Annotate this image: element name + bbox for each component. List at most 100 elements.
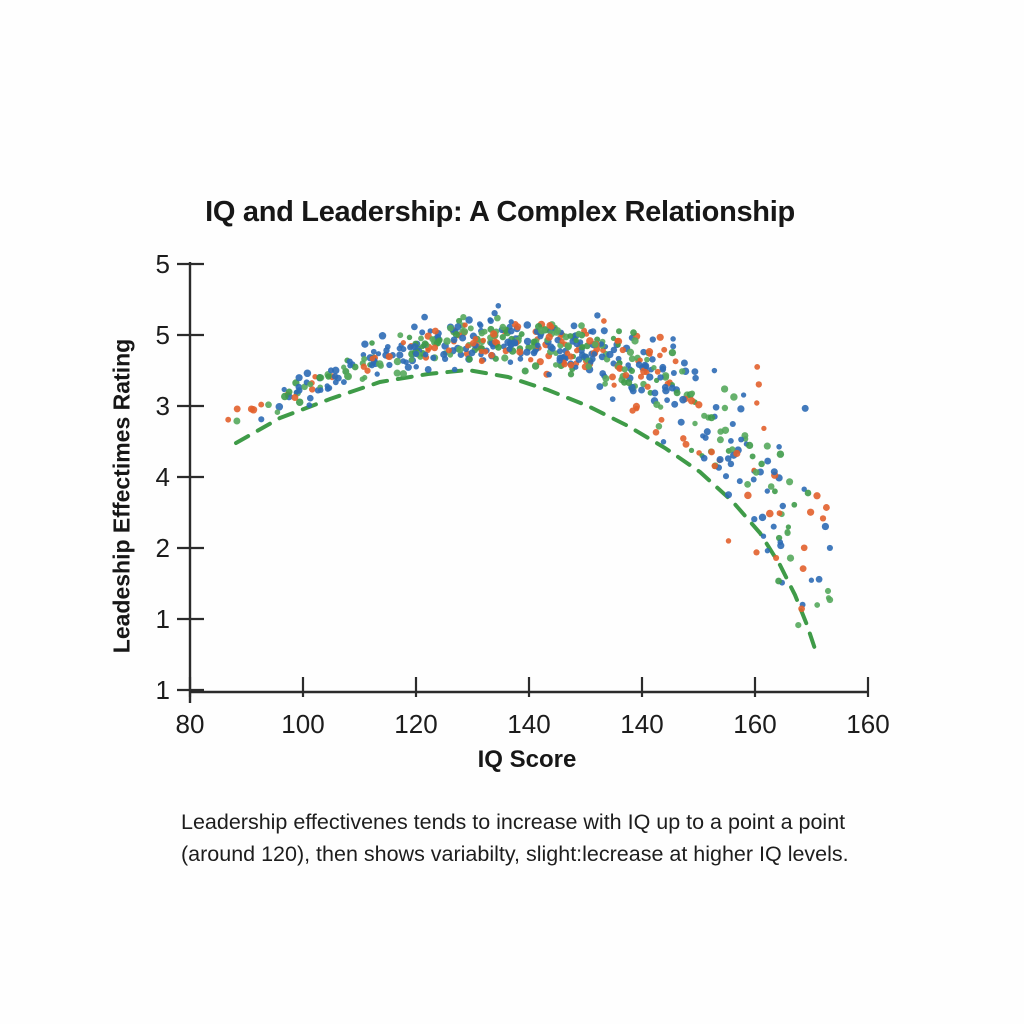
- scatter-point: [804, 489, 812, 497]
- x-tick-label: 140: [620, 709, 663, 739]
- scatter-point: [740, 392, 747, 398]
- scatter-point: [680, 435, 687, 442]
- scatter-point: [611, 382, 617, 388]
- scatter-point: [826, 544, 833, 551]
- scatter-point: [716, 455, 724, 464]
- scatter-point: [487, 317, 494, 325]
- scatter-point: [744, 491, 752, 500]
- scatter-point: [670, 336, 676, 342]
- scatter-point: [307, 394, 314, 402]
- scatter-point: [274, 409, 281, 416]
- scatter-point: [655, 423, 663, 430]
- scatter-point: [565, 343, 572, 351]
- scatter-point: [492, 355, 499, 362]
- x-tick-label: 100: [281, 709, 324, 739]
- scatter-point: [700, 433, 706, 439]
- scatter-point: [411, 323, 418, 331]
- scatter-point: [801, 404, 809, 412]
- scatter-point: [670, 370, 677, 376]
- scatter-point: [456, 317, 463, 324]
- scatter-point: [591, 341, 599, 348]
- scatter-point: [733, 449, 741, 458]
- scatter-point: [786, 478, 794, 486]
- scatter-point: [737, 405, 745, 413]
- scatter-point: [725, 538, 732, 544]
- scatter-point: [523, 321, 532, 329]
- scatter-point: [258, 401, 265, 408]
- scatter-point: [468, 349, 476, 357]
- scatter-point: [396, 345, 403, 352]
- scatter-point: [594, 312, 601, 319]
- scatter-point: [677, 418, 685, 426]
- scatter-point: [585, 363, 592, 370]
- scatter-point: [628, 367, 636, 374]
- scatter-point: [346, 358, 353, 365]
- scatter-point: [412, 350, 420, 358]
- scatter-point: [689, 390, 696, 397]
- scatter-point: [549, 345, 556, 352]
- scatter-point: [653, 400, 661, 409]
- scatter-point: [645, 347, 654, 356]
- scatter-point: [427, 328, 434, 334]
- scatter-point: [396, 351, 404, 359]
- scatter-point: [556, 357, 563, 364]
- scatter-point: [614, 337, 621, 344]
- scatter-point: [652, 428, 660, 436]
- scatter-point: [511, 339, 519, 346]
- scatter-point: [784, 529, 791, 535]
- scatter-point: [537, 327, 546, 335]
- x-tick-label: 160: [733, 709, 776, 739]
- scatter-point: [711, 367, 718, 374]
- scatter-point: [425, 347, 431, 354]
- scatter-point: [490, 330, 498, 338]
- scatter-point: [370, 348, 377, 355]
- scatter-point: [369, 355, 376, 362]
- scatter-point: [233, 405, 241, 413]
- scatter-point: [631, 337, 639, 345]
- scatter-point: [602, 381, 608, 387]
- scatter-point: [638, 386, 646, 394]
- scatter-point: [554, 336, 561, 344]
- scatter-point: [708, 448, 715, 456]
- scatter-point: [724, 455, 732, 462]
- scatter-point: [295, 383, 303, 391]
- scatter-point: [480, 337, 487, 344]
- scatter-point: [281, 386, 287, 393]
- scatter-point: [661, 346, 668, 353]
- y-tick-label: 3: [156, 391, 170, 421]
- scatter-point: [523, 337, 532, 346]
- scatter-point: [306, 402, 313, 408]
- y-tick-label: 5: [156, 249, 170, 279]
- scatter-point: [649, 356, 656, 363]
- scatter-point: [766, 509, 774, 518]
- scatter-point: [736, 478, 743, 485]
- scatter-point: [692, 420, 698, 427]
- scatter-point: [760, 533, 767, 539]
- scatter-point: [651, 364, 657, 371]
- scatter-point: [570, 322, 578, 330]
- scatter-point: [776, 444, 782, 450]
- scatter-point: [622, 371, 630, 379]
- scatter-point: [628, 355, 636, 363]
- scatter-point: [644, 383, 651, 390]
- scatter-point: [441, 355, 449, 363]
- scatter-points: [225, 303, 834, 629]
- scatter-point: [462, 322, 468, 328]
- scatter-point: [596, 383, 604, 391]
- scatter-point: [344, 372, 353, 381]
- scatter-point: [494, 343, 502, 351]
- scatter-point: [494, 314, 501, 322]
- scatter-point: [642, 362, 650, 370]
- scatter-point: [716, 436, 724, 444]
- scatter-point: [672, 358, 679, 365]
- scatter-point: [758, 513, 767, 522]
- scatter-point: [738, 436, 745, 443]
- scatter-point: [340, 379, 347, 386]
- scatter-point: [573, 347, 580, 354]
- scatter-point: [630, 329, 637, 336]
- scatter-point: [610, 346, 618, 354]
- scatter-point: [749, 453, 756, 460]
- scatter-point: [488, 351, 495, 359]
